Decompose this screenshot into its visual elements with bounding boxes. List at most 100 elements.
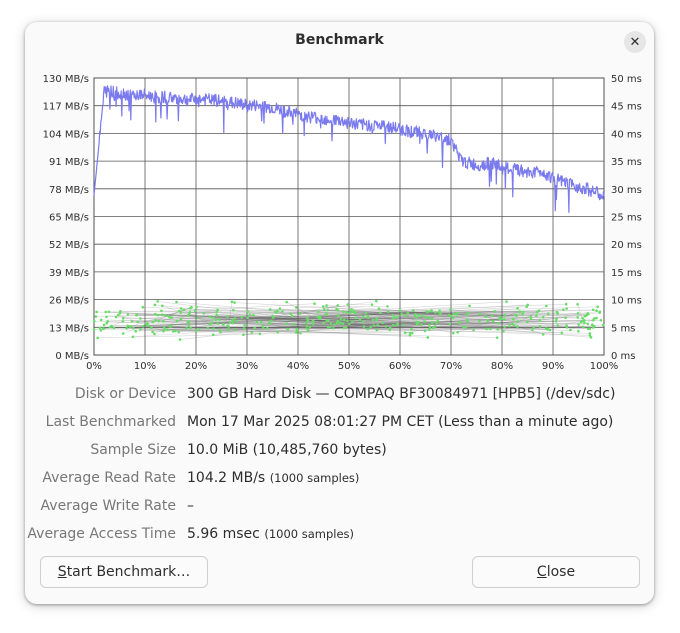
access-time-point bbox=[226, 328, 230, 331]
seek-line bbox=[479, 320, 515, 326]
seek-line bbox=[180, 312, 537, 317]
access-time-point bbox=[370, 303, 374, 306]
access-time-point bbox=[162, 320, 165, 323]
seek-line bbox=[120, 310, 351, 312]
access-time-point bbox=[218, 318, 221, 322]
seek-line bbox=[271, 305, 338, 322]
x-tick-label: 40% bbox=[287, 361, 309, 372]
access-time-point bbox=[343, 318, 346, 322]
seek-line bbox=[247, 311, 587, 316]
access-time-point bbox=[233, 301, 236, 304]
y-left-tick-label: 91 MB/s bbox=[49, 157, 89, 168]
access-time-point bbox=[252, 313, 255, 317]
access-time-point bbox=[364, 312, 368, 315]
seek-line bbox=[195, 310, 426, 332]
y-right-tick-label: 35 ms bbox=[611, 157, 642, 168]
seek-line bbox=[131, 313, 589, 322]
access-time-point bbox=[498, 315, 502, 319]
access-time-point bbox=[452, 312, 456, 316]
access-time-point bbox=[576, 316, 579, 319]
access-time-point bbox=[555, 317, 558, 321]
access-time-point bbox=[211, 333, 215, 337]
access-time-point bbox=[160, 309, 163, 313]
access-time-point bbox=[426, 336, 430, 339]
access-time-point bbox=[212, 327, 215, 330]
read-rate-value-wrap: 104.2 MB/s (1000 samples) bbox=[187, 470, 359, 486]
access-time-point bbox=[211, 316, 215, 319]
access-time-point bbox=[484, 315, 487, 318]
access-time-point bbox=[164, 314, 167, 317]
seek-line bbox=[96, 311, 329, 321]
seek-line bbox=[161, 310, 434, 329]
access-time-point bbox=[99, 318, 103, 322]
access-time-point bbox=[491, 320, 495, 323]
access-time-point bbox=[577, 323, 580, 326]
access-time-point bbox=[401, 323, 405, 327]
access-time-point bbox=[248, 313, 252, 317]
device-label: Disk or Device bbox=[74, 386, 176, 402]
access-time-point bbox=[278, 307, 282, 310]
access-time-point bbox=[222, 322, 225, 326]
access-time-point bbox=[428, 323, 431, 327]
y-right-tick-label: 45 ms bbox=[611, 102, 642, 113]
seek-line bbox=[179, 303, 315, 312]
seek-line bbox=[273, 317, 374, 321]
seek-line bbox=[291, 315, 579, 332]
access-time-point bbox=[411, 309, 415, 312]
access-time-point bbox=[521, 310, 525, 314]
access-time-point bbox=[375, 328, 379, 332]
seek-line bbox=[247, 312, 436, 319]
access-time-point bbox=[515, 314, 518, 317]
access-time-point bbox=[415, 322, 419, 326]
access-time-point bbox=[455, 313, 458, 316]
seek-line bbox=[219, 319, 404, 326]
seek-line bbox=[213, 328, 410, 336]
seek-line bbox=[341, 322, 551, 331]
seek-line bbox=[126, 327, 498, 338]
access-time-point bbox=[154, 318, 157, 322]
access-time-point bbox=[391, 316, 395, 320]
seek-line bbox=[450, 309, 540, 321]
access-time-point bbox=[195, 305, 198, 309]
x-tick-label: 0% bbox=[86, 361, 102, 372]
access-time-point bbox=[408, 331, 412, 335]
access-time-point bbox=[275, 311, 278, 314]
seek-line bbox=[296, 306, 388, 308]
seek-line bbox=[234, 309, 564, 319]
access-time-point bbox=[322, 322, 325, 325]
access-time-point bbox=[261, 324, 264, 327]
access-time-point bbox=[430, 317, 434, 321]
seek-line bbox=[244, 328, 428, 338]
access-time-point bbox=[372, 324, 375, 327]
sample-size-row: Sample Size 10.0 MiB (10,485,760 bytes) bbox=[25, 440, 654, 462]
seek-line bbox=[217, 323, 394, 326]
access-time-point bbox=[134, 329, 137, 333]
seek-line bbox=[140, 325, 540, 330]
access-time-point bbox=[215, 314, 219, 317]
access-time-point bbox=[255, 320, 259, 324]
seek-line bbox=[103, 324, 590, 334]
access-time-point bbox=[231, 308, 235, 312]
y-right-tick-label: 10 ms bbox=[611, 296, 642, 307]
seek-line bbox=[498, 313, 588, 324]
access-time-point bbox=[242, 327, 246, 330]
access-time-point bbox=[417, 321, 420, 324]
close-icon[interactable]: ✕ bbox=[624, 31, 646, 53]
seek-line bbox=[272, 301, 507, 317]
access-time-point bbox=[226, 324, 229, 328]
access-time-point bbox=[168, 316, 172, 319]
y-right-tick-label: 30 ms bbox=[611, 185, 642, 196]
access-time-point bbox=[420, 314, 424, 318]
access-time-point bbox=[588, 334, 592, 337]
x-tick-label: 80% bbox=[491, 361, 513, 372]
access-time-point bbox=[325, 304, 328, 307]
access-time-point bbox=[101, 327, 105, 330]
seek-line bbox=[331, 313, 549, 324]
access-time-point bbox=[261, 326, 265, 330]
seek-line bbox=[190, 300, 377, 329]
access-time-point bbox=[546, 327, 549, 331]
seek-line bbox=[211, 304, 528, 323]
seek-line bbox=[197, 317, 562, 334]
